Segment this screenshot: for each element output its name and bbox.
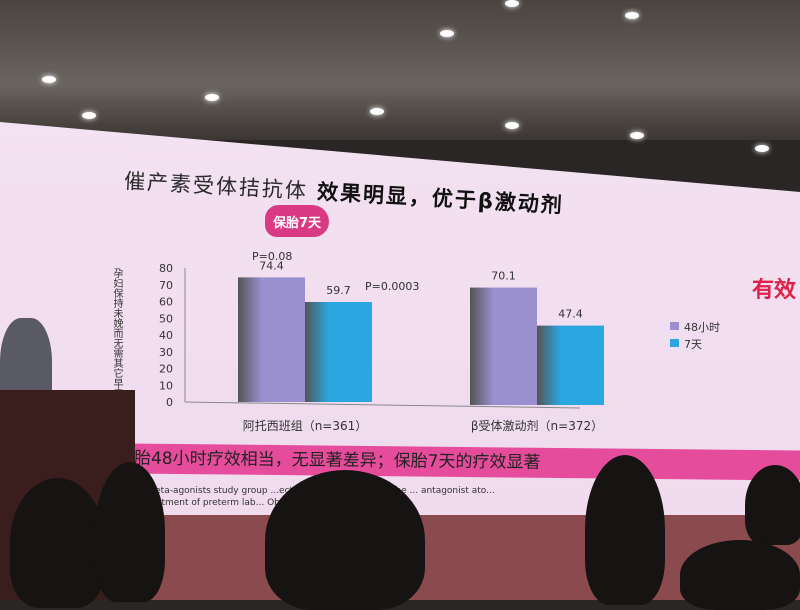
p-value-annotation: P=0.0003 (365, 280, 419, 293)
ceiling-light (82, 112, 96, 119)
data-label: 74.4 (259, 259, 284, 272)
bar (470, 287, 537, 405)
y-tick-label: 40 (159, 329, 173, 342)
bar (537, 325, 604, 405)
y-tick-label: 60 (159, 296, 173, 309)
bar (305, 302, 372, 402)
p-value-annotation: P=0.08 (252, 250, 292, 263)
legend-swatch (670, 322, 679, 330)
y-tick-label: 30 (159, 346, 173, 359)
ceiling-light (630, 132, 644, 139)
ceiling-light (505, 122, 519, 129)
ceiling (0, 0, 800, 152)
audience-member (265, 470, 425, 610)
y-tick-label: 10 (159, 379, 173, 392)
ceiling-light (505, 0, 519, 7)
legend-swatch (670, 339, 679, 347)
y-tick-label: 70 (159, 279, 173, 292)
ceiling-light (205, 94, 219, 101)
ceiling-light (755, 145, 769, 152)
data-label: 47.4 (558, 308, 583, 321)
badge: 保胎7天 (265, 205, 329, 237)
category-label: β受体激动剂（n=372） (471, 418, 603, 433)
bar (238, 277, 305, 402)
audience-member (745, 465, 800, 545)
ceiling-light (625, 12, 639, 19)
y-tick-label: 20 (159, 363, 173, 376)
y-tick-label: 80 (159, 262, 173, 275)
ceiling-light (440, 30, 454, 37)
ceiling-light (42, 76, 56, 83)
audience-member (10, 478, 105, 608)
audience-member (585, 455, 665, 605)
x-axis (184, 401, 581, 409)
reference-line: ...ts in the treatment of preterm lab...… (95, 498, 386, 508)
audience-member (680, 540, 800, 610)
data-label: 70.1 (491, 270, 516, 283)
y-tick-label: 50 (159, 312, 173, 325)
y-axis-label: 孕妇保持未娩而无需其它早产治疗比率（% (111, 268, 122, 458)
ceiling-light (370, 108, 384, 115)
y-tick-label: 0 (166, 396, 173, 409)
legend-label: 7天 (684, 338, 702, 351)
side-text: 有效 (752, 278, 797, 303)
audience-member (95, 462, 165, 602)
category-label: 阿托西班组（n=361） (243, 419, 368, 433)
reference-line: ...osiban vs Beta-agonists study group .… (95, 486, 495, 496)
legend-label: 48小时 (684, 321, 720, 334)
reference: ...osiban vs Beta-agonists study group .… (95, 485, 795, 509)
data-label: 59.7 (326, 284, 351, 297)
